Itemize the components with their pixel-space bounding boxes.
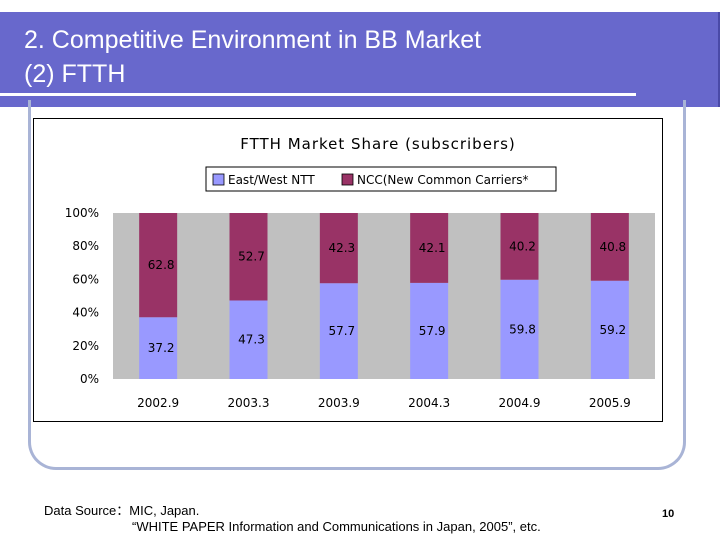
slide-title: 2. Competitive Environment in BB Market [24, 26, 482, 54]
data-label-ntt: 57.9 [419, 324, 446, 338]
header-band [0, 12, 720, 107]
y-tick-label: 80% [72, 239, 99, 253]
bar-ncc [139, 213, 178, 318]
x-tick-label: 2005.9 [589, 396, 631, 410]
x-tick-label: 2002.9 [137, 396, 179, 410]
data-label-ncc: 40.8 [599, 240, 626, 254]
legend-label-ncc: NCC(New Common Carriers* [357, 173, 529, 187]
bar-ncc [500, 213, 539, 280]
bar-ntt [319, 283, 358, 379]
bar-ncc [410, 213, 449, 283]
data-label-ncc: 62.8 [148, 258, 175, 272]
x-tick-label: 2004.9 [499, 396, 541, 410]
data-label-ncc: 40.2 [509, 239, 536, 253]
data-label-ntt: 59.2 [599, 323, 626, 337]
data-label-ntt: 47.3 [238, 333, 265, 347]
bar-ntt [410, 282, 449, 379]
data-source-label: Data Source：MIC, Japan. [44, 503, 200, 518]
y-tick-label: 20% [72, 339, 99, 353]
data-source-reference: “WHITE PAPER Information and Communicati… [132, 519, 541, 534]
bar-ntt [500, 279, 539, 379]
ftth-market-share-chart: FTTH Market Share (subscribers) East/Wes… [65, 135, 655, 410]
legend-swatch-ntt [212, 173, 225, 186]
page-number: 10 [662, 508, 675, 520]
data-label-ncc: 42.1 [419, 241, 446, 255]
x-tick-label: 2003.3 [228, 396, 270, 410]
chart-legend: East/West NTT NCC(New Common Carriers* [205, 166, 557, 192]
bar-ncc [319, 213, 358, 284]
plot-area: 0% 20% 40% 60% 80% 100% 37.2 62.8 2002.9 47.3 52.7… [65, 206, 655, 410]
data-label-ncc: 52.7 [238, 250, 265, 264]
legend-swatch-ncc [341, 173, 354, 186]
bar-ncc [590, 213, 629, 281]
y-tick-label: 0% [80, 372, 99, 386]
y-tick-label: 40% [72, 306, 99, 320]
title-underline [0, 93, 636, 96]
bar-ncc [229, 213, 268, 301]
x-tick-label: 2004.3 [408, 396, 450, 410]
bar-ntt [139, 317, 178, 379]
plot-background [113, 213, 655, 379]
x-tick-label: 2003.9 [318, 396, 360, 410]
content-frame [28, 100, 686, 470]
y-tick-label: 60% [72, 272, 99, 286]
data-label-ntt: 57.7 [328, 324, 355, 338]
chart-title: FTTH Market Share (subscribers) [240, 135, 516, 153]
chart-area: FTTH Market Share (subscribers) East/Wes… [33, 118, 663, 422]
slide-subtitle: (2) FTTH [24, 60, 126, 88]
data-label-ncc: 42.3 [328, 241, 355, 255]
bar-ntt [229, 300, 268, 379]
bar-ntt [590, 280, 629, 379]
y-tick-label: 100% [65, 206, 99, 220]
legend-label-ntt: East/West NTT [228, 173, 315, 187]
data-label-ntt: 59.8 [509, 322, 536, 336]
data-label-ntt: 37.2 [148, 341, 175, 355]
